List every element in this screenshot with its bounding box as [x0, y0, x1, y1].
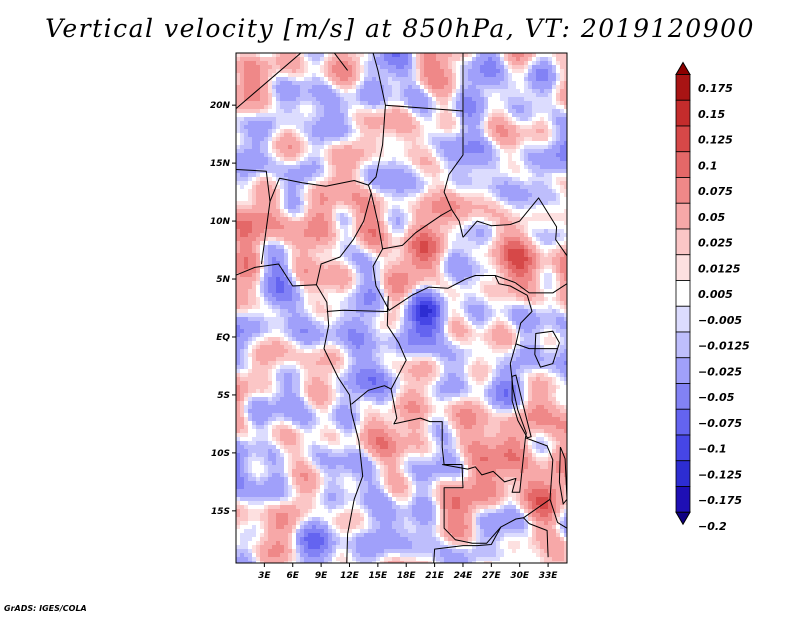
x-tick-label: 3E: [258, 571, 271, 581]
y-tick-label: 10N: [210, 217, 231, 227]
colorbar-box: [675, 125, 691, 153]
colorbar-label: −0.1: [698, 443, 727, 456]
colorbar-label: 0.1: [698, 159, 718, 172]
x-tick-label: 27E: [482, 571, 502, 581]
colorbar-box: [675, 434, 691, 462]
x-tick-label: 30E: [510, 571, 530, 581]
country-borders: [236, 53, 567, 563]
colorbar-box: [675, 357, 691, 384]
colorbar-box: [675, 202, 691, 230]
colorbar-label: 0.075: [698, 185, 733, 198]
colorbar-box: [675, 331, 691, 359]
colorbar-label: −0.0125: [698, 340, 750, 353]
colorbar-label: 0.0125: [698, 262, 741, 275]
colorbar-box: [675, 408, 691, 436]
x-tick-label: 15E: [369, 571, 389, 581]
colorbar-label: −0.025: [698, 365, 742, 378]
y-tick-label: 5N: [216, 275, 230, 285]
colorbar-label: −0.05: [698, 391, 735, 404]
y-tick-label: 15N: [210, 159, 231, 169]
y-tick-label: 10S: [211, 449, 230, 459]
colorbar-box: [675, 460, 691, 487]
colorbar-label: 0.005: [698, 288, 733, 301]
colorbar-box: [675, 99, 691, 127]
colorbar-label: 0.025: [698, 237, 733, 250]
y-tick-label: EQ: [216, 333, 230, 343]
colorbar-label: 0.125: [698, 134, 733, 147]
colorbar-arrow-bottom: [675, 511, 691, 526]
x-tick-label: 24E: [454, 571, 474, 581]
y-tick-label: 5S: [217, 391, 230, 401]
colorbar-box: [675, 228, 691, 256]
colorbar-label: −0.175: [698, 494, 742, 507]
colorbar-box: [675, 280, 691, 307]
colorbar-label: −0.075: [698, 417, 742, 430]
x-tick-label: 9E: [315, 571, 328, 581]
colorbar-box: [675, 151, 691, 178]
footer-credit: GrADS: IGES/COLA: [4, 604, 87, 613]
colorbar-label: −0.125: [698, 468, 742, 481]
colorbar-box: [675, 177, 691, 204]
colorbar-arrow-top: [675, 61, 691, 75]
x-tick-label: 18E: [397, 571, 417, 581]
colorbar-box: [675, 74, 691, 101]
axes: 3E 6E 9E 12E 15E 18E 21E 24E 27E 30E 33E 20N 15N 10N 5…: [210, 101, 558, 581]
plot-frame: [235, 52, 568, 564]
y-tick-label: 15S: [211, 507, 230, 517]
y-tick-label: 20N: [210, 101, 231, 111]
plot-layer: [236, 53, 567, 563]
x-tick-label: 21E: [425, 571, 445, 581]
colorbar-label: 0.15: [698, 108, 725, 121]
x-tick-label: 33E: [539, 571, 559, 581]
chart-title: Vertical velocity [m/s] at 850hPa, VT: 2…: [45, 14, 755, 43]
colorbar-box: [675, 305, 691, 333]
colorbar-label: 0.05: [698, 211, 725, 224]
x-tick-label: 12E: [340, 571, 360, 581]
colorbar-label: 0.175: [698, 82, 733, 95]
colorbar-box: [675, 486, 691, 513]
colorbar-label: −0.2: [698, 520, 727, 533]
colorbar-label: −0.005: [698, 314, 742, 327]
colorbar-box: [675, 254, 691, 281]
colorbar-box: [675, 383, 691, 410]
x-tick-label: 6E: [287, 571, 300, 581]
colorbar: 0.175 0.15 0.125 0.1 0.075 0.05 0.025 0.0125 0.0…: [675, 61, 750, 533]
